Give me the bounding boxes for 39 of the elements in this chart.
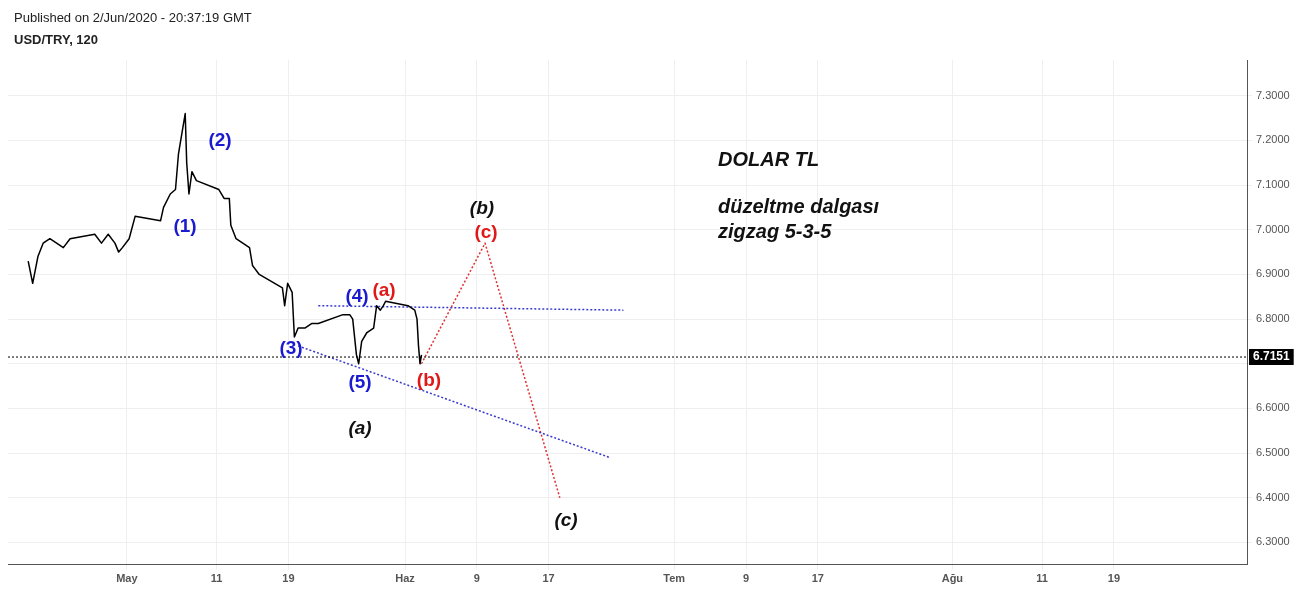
y-tick-label: 7.1000 [1256, 178, 1290, 191]
chart-subtitle: Published on 2/Jun/2020 - 20:37:19 GMT [14, 10, 252, 25]
x-tick-label: 17 [811, 572, 824, 585]
annotation: (b) [416, 369, 442, 391]
x-tick-label: Haz [395, 572, 416, 585]
y-tick-label: 7.0000 [1256, 222, 1290, 235]
y-tick-label: 6.5000 [1256, 446, 1290, 459]
annotation: (5) [348, 371, 372, 393]
annotation: DOLAR TL [718, 148, 821, 171]
x-tick-label: 19 [282, 572, 295, 585]
x-tick-label: 9 [742, 572, 750, 585]
x-tick-label: Tem [663, 572, 686, 585]
annotation: (a) [372, 279, 396, 301]
annotation: (4) [345, 285, 369, 307]
annotation: düzeltme dalgası [718, 195, 880, 218]
annotation: (3) [279, 337, 303, 359]
annotation: (1) [173, 215, 197, 237]
x-tick-label: 19 [1107, 572, 1121, 585]
x-tick-label: Ağu [941, 572, 964, 585]
y-tick-label: 6.8000 [1256, 312, 1290, 325]
x-tick-label: 9 [473, 572, 480, 585]
y-tick-label: 7.2000 [1256, 133, 1290, 146]
chart-title: USD/TRY, 120 [14, 32, 99, 47]
x-tick-label: 11 [210, 572, 223, 585]
annotation: zigzag 5-3-5 [718, 220, 833, 243]
annotation: (b) [469, 197, 495, 219]
annotation: (a) [348, 417, 372, 439]
annotation: (2) [208, 129, 232, 151]
x-tick-label: May [116, 572, 139, 585]
annotation: (c) [474, 221, 498, 243]
x-tick-label: 11 [1036, 572, 1048, 585]
y-tick-label: 6.6000 [1256, 401, 1290, 414]
annotation: (c) [554, 509, 578, 531]
x-tick-label: 17 [542, 572, 555, 585]
y-tick-label: 7.3000 [1256, 88, 1290, 101]
y-tick-label: 6.3000 [1256, 535, 1290, 548]
y-tick-label: 6.4000 [1256, 490, 1290, 503]
ref-line-label: 6.7151 [1253, 349, 1291, 364]
y-tick-label: 6.9000 [1256, 267, 1290, 280]
